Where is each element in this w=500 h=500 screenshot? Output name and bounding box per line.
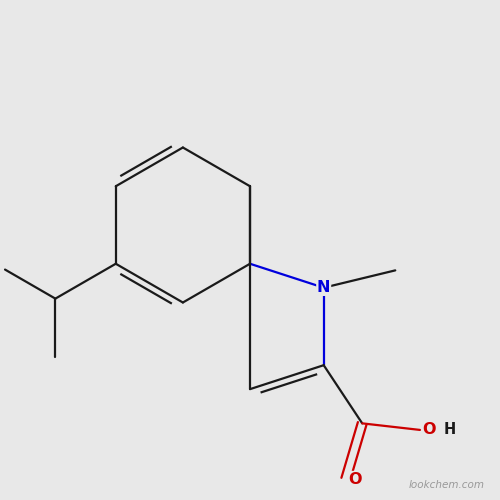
Text: O: O xyxy=(422,422,436,438)
Text: O: O xyxy=(348,472,362,486)
Text: N: N xyxy=(317,280,330,295)
Text: H: H xyxy=(444,422,456,438)
Text: lookchem.com: lookchem.com xyxy=(409,480,485,490)
